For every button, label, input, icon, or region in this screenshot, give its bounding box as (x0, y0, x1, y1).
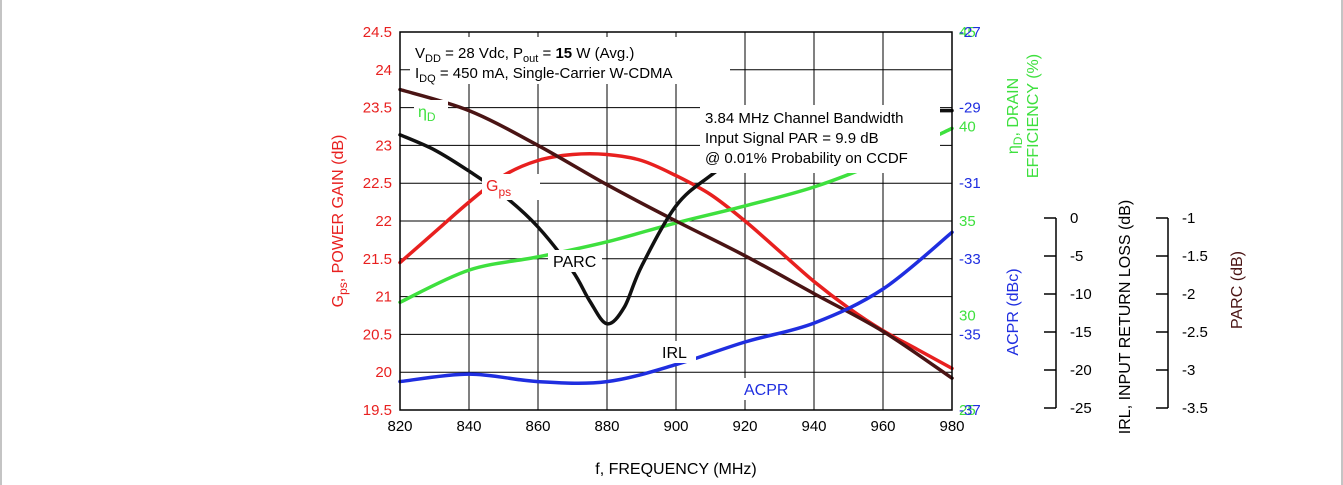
series-line-parc (398, 87, 954, 380)
acpr-tick-0: -27 (959, 24, 981, 41)
signal-line-1: 3.84 MHz Channel Bandwidth (705, 110, 903, 127)
signal-line-2: Input Signal PAR = 9.9 dB (705, 130, 879, 147)
left-tick-23: 23 (375, 137, 392, 154)
left-tick-22.5: 22.5 (363, 175, 392, 192)
parc-label-bg (548, 250, 602, 272)
eff-tick-35: 35 (959, 213, 976, 230)
acpr-axis-title: ACPR (dBc) (1005, 268, 1022, 355)
irl-tick-1: -5 (1070, 248, 1083, 265)
x-tick-920: 920 (732, 418, 757, 435)
left-axis-title: Gps, POWER GAIN (dB) (330, 135, 350, 308)
x-axis-title: f, FREQUENCY (MHz) (595, 461, 756, 478)
plot-area (399, 31, 953, 411)
conditions-line-1: VDD = 28 Vdc, Pout = 15 W (Avg.) (415, 45, 634, 65)
axis-ticks: 820 840 860 880 900 920 940 960 980 24.5 24 23.5 23 2… (363, 24, 1208, 435)
x-tick-880: 880 (594, 418, 619, 435)
x-tick-860: 860 (525, 418, 550, 435)
x-tick-840: 840 (456, 418, 481, 435)
parc-curve-label: PARC (553, 254, 596, 271)
x-tick-900: 900 (663, 418, 688, 435)
signal-line-3: @ 0.01% Probability on CCDF (705, 150, 908, 167)
parc-tick-5: -3.5 (1182, 400, 1208, 417)
x-tick-820: 820 (387, 418, 412, 435)
gps-curve-label: Gps (486, 178, 511, 199)
signal-box-bg (700, 105, 940, 173)
irl-tick-4: -20 (1070, 362, 1092, 379)
left-tick-20.5: 20.5 (363, 326, 392, 343)
eff-label-bg (414, 100, 448, 124)
x-tick-980: 980 (939, 418, 964, 435)
left-tick-19.5: 19.5 (363, 402, 392, 419)
left-tick-21.5: 21.5 (363, 251, 392, 268)
series-line-acpr (398, 230, 954, 385)
irl-tick-5: -25 (1070, 400, 1092, 417)
parc-tick-0: -1 (1182, 210, 1195, 227)
irl-tick-3: -15 (1070, 324, 1092, 341)
acpr-tick-3: -33 (959, 251, 981, 268)
eff-axis-title-line-1: ηD, DRAIN (1005, 78, 1025, 154)
parc-tick-4: -3 (1182, 362, 1195, 379)
conditions-box-bg (410, 37, 730, 84)
irl-tick-0: 0 (1070, 210, 1078, 227)
gps-label-bg (482, 174, 540, 200)
parc-tick-1: -1.5 (1182, 248, 1208, 265)
eff-axis-title-line-2: EFFICIENCY (%) (1025, 54, 1042, 178)
x-tick-940: 940 (801, 418, 826, 435)
conditions-line-2: IDQ = 450 mA, Single-Carrier W-CDMA (415, 65, 673, 85)
left-tick-20: 20 (375, 364, 392, 381)
irl-label-bg (658, 341, 696, 363)
acpr-tick-4: -35 (959, 326, 981, 343)
left-tick-21: 21 (375, 289, 392, 306)
left-tick-23.5: 23.5 (363, 100, 392, 117)
acpr-tick-2: -31 (959, 175, 981, 192)
irl-curve-label: IRL (662, 345, 687, 362)
eff-tick-25: 25 (959, 402, 976, 419)
acpr-curve-label: ACPR (744, 382, 788, 399)
parc-tick-3: -2.5 (1182, 324, 1208, 341)
irl-axis-title: IRL, INPUT RETURN LOSS (dB) (1117, 200, 1134, 434)
parc-tick-2: -2 (1182, 286, 1195, 303)
acpr-tick-5: -37 (959, 402, 981, 419)
irl-tick-2: -10 (1070, 286, 1092, 303)
left-tick-22: 22 (375, 213, 392, 230)
eff-curve-label: ηD (418, 104, 436, 124)
acpr-label-bg (740, 378, 800, 400)
eff-tick-40: 40 (959, 119, 976, 136)
x-tick-960: 960 (870, 418, 895, 435)
left-tick-24: 24 (375, 62, 392, 79)
left-tick-24.5: 24.5 (363, 24, 392, 41)
parc-axis-title: PARC (dB) (1229, 251, 1246, 329)
eff-tick-45: 45 (959, 24, 976, 41)
eff-tick-30: 30 (959, 308, 976, 325)
acpr-tick-1: -29 (959, 100, 981, 117)
